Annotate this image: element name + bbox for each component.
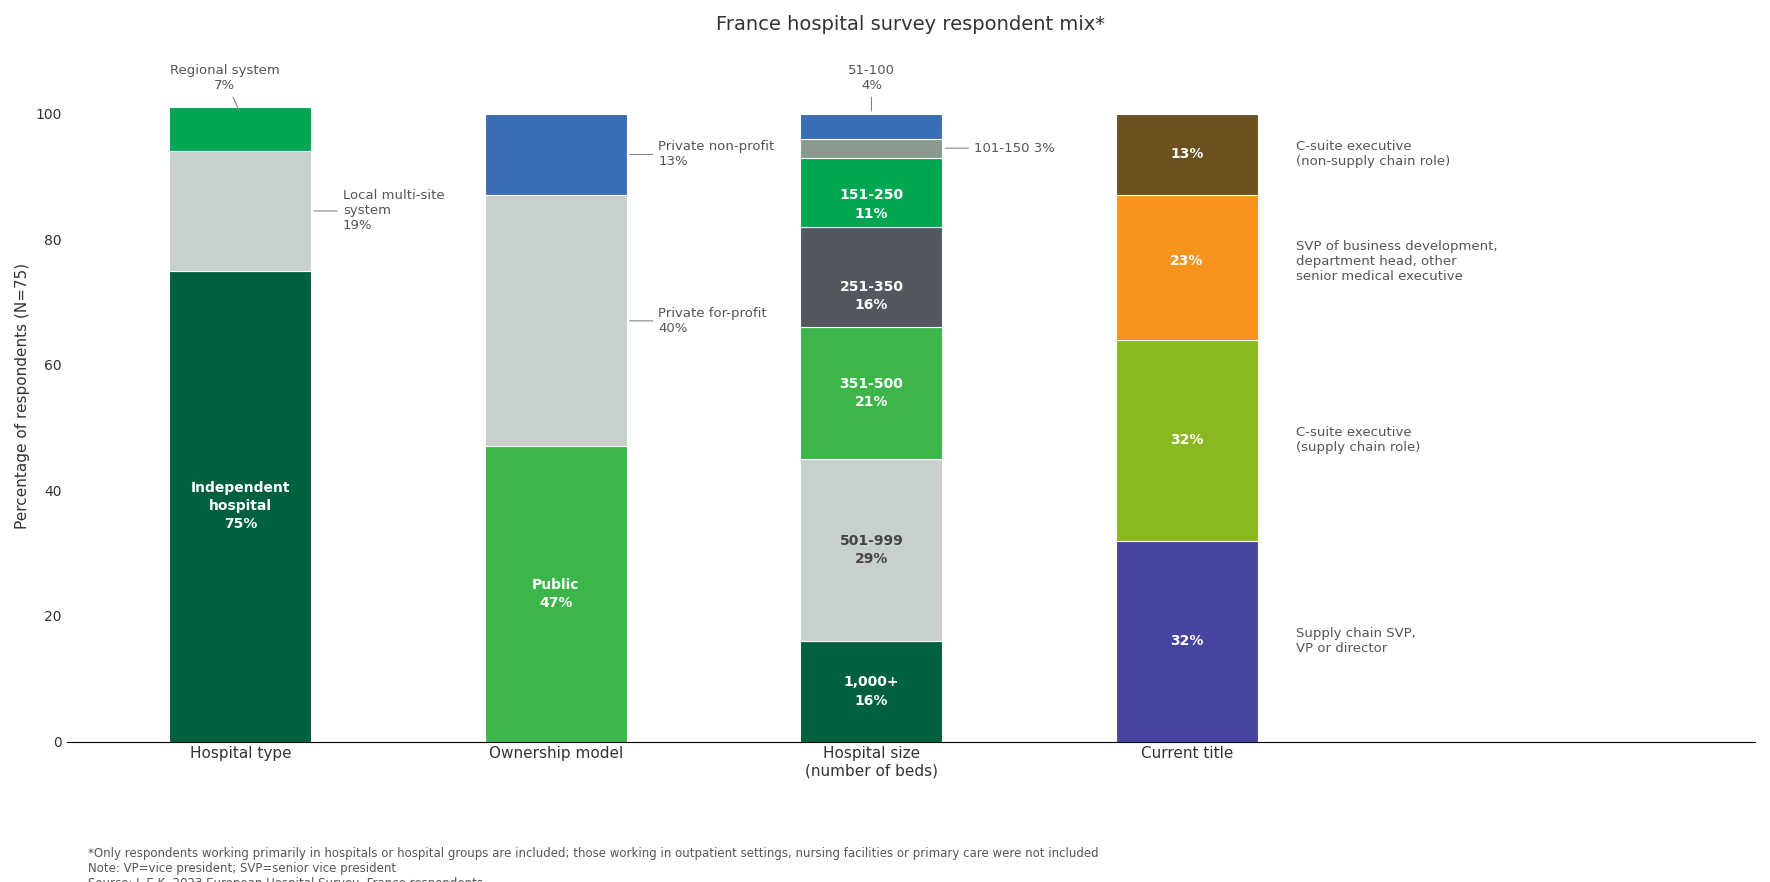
Bar — [800, 227, 942, 327]
Y-axis label: Percentage of respondents (N=75): Percentage of respondents (N=75) — [14, 263, 30, 529]
Bar — [485, 446, 627, 742]
Text: C-suite executive
(supply chain role): C-suite executive (supply chain role) — [1296, 426, 1420, 454]
Bar — [800, 138, 942, 158]
Bar — [1117, 195, 1258, 340]
Text: 1,000+
16%: 1,000+ 16% — [844, 675, 899, 707]
Bar — [1117, 541, 1258, 742]
Text: 251-350
16%: 251-350 16% — [839, 280, 903, 312]
Bar — [170, 271, 312, 742]
Text: 23%: 23% — [1170, 254, 1204, 268]
Text: *Only respondents working primarily in hospitals or hospital groups are included: *Only respondents working primarily in h… — [88, 847, 1099, 882]
Text: 501-999
29%: 501-999 29% — [839, 534, 903, 566]
Text: 32%: 32% — [1170, 634, 1204, 648]
Text: Private non-profit
13%: Private non-profit 13% — [630, 140, 775, 168]
Text: 32%: 32% — [1170, 433, 1204, 447]
Bar — [800, 641, 942, 742]
Bar — [485, 114, 627, 195]
Bar — [1117, 114, 1258, 195]
Text: Regional system
7%: Regional system 7% — [170, 64, 280, 111]
Text: 13%: 13% — [1170, 147, 1204, 161]
Bar — [800, 327, 942, 459]
Bar — [800, 459, 942, 641]
Text: 101-150 3%: 101-150 3% — [945, 142, 1055, 154]
Bar — [170, 108, 312, 152]
Text: Local multi-site
system
19%: Local multi-site system 19% — [313, 190, 444, 233]
Title: France hospital survey respondent mix*: France hospital survey respondent mix* — [717, 15, 1106, 34]
Bar — [1117, 340, 1258, 541]
Bar — [800, 158, 942, 227]
Text: 151-250
11%: 151-250 11% — [839, 189, 903, 220]
Text: Supply chain SVP,
VP or director: Supply chain SVP, VP or director — [1296, 627, 1416, 655]
Text: 51-100
4%: 51-100 4% — [848, 64, 896, 111]
Text: Public
47%: Public 47% — [533, 578, 579, 610]
Text: Private for-profit
40%: Private for-profit 40% — [630, 307, 766, 335]
Text: SVP of business development,
department head, other
senior medical executive: SVP of business development, department … — [1296, 240, 1497, 283]
Text: Independent
hospital
75%: Independent hospital 75% — [191, 481, 290, 532]
Bar — [800, 114, 942, 138]
Text: C-suite executive
(non-supply chain role): C-suite executive (non-supply chain role… — [1296, 140, 1450, 168]
Bar — [170, 152, 312, 271]
Text: 351-500
21%: 351-500 21% — [839, 377, 903, 409]
Bar — [485, 195, 627, 446]
